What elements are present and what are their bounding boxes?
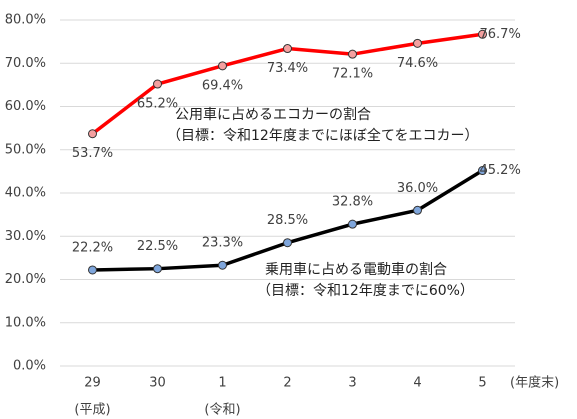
series-annotation: 公用車に占めるエコカーの割合 [175,106,371,123]
point [218,260,227,270]
point [88,265,97,275]
data-label: 74.6% [397,56,438,71]
y-tick-label: 10.0% [5,315,46,330]
series-target: （目標：令和12年度までにほぼ全てをエコカー） [167,127,479,144]
y-tick-label: 0.0% [13,359,46,374]
x-tick-label: 29 [84,376,101,391]
data-label: 23.3% [202,236,243,251]
x-tick-label: 2 [283,376,291,391]
x-sublabel: (平成) [74,403,110,418]
x-sublabel: (令和) [204,403,240,418]
data-label: 45.2% [480,163,521,178]
point [88,129,97,139]
data-label: 73.4% [267,61,308,76]
data-label: 72.1% [332,67,373,82]
point [478,166,487,176]
series-target: （目標：令和12年度までに60%） [257,283,474,299]
x-tick-label: 5 [478,376,486,391]
data-label: 22.2% [72,240,113,255]
data-label: 76.7% [480,27,521,42]
data-label: 28.5% [267,213,308,228]
point [413,205,422,215]
point [348,49,357,59]
point [218,61,227,71]
point [153,264,162,274]
point [413,38,422,48]
x-tick-label: 4 [413,376,421,391]
point [478,29,487,39]
x-tick-label: 1 [218,376,226,391]
point [283,44,292,54]
y-tick-label: 30.0% [5,229,46,244]
data-label: 32.8% [332,195,373,210]
point [283,238,292,248]
point [348,219,357,229]
data-label: 69.4% [202,78,243,93]
data-label: 65.2% [137,97,178,112]
point [153,79,162,89]
x-axis-label: (年度末) [510,375,559,391]
y-tick-label: 60.0% [5,99,46,114]
series-annotation: 乗用車に占める電動車の割合 [265,261,447,278]
data-label: 53.7% [72,146,113,161]
data-label: 36.0% [397,181,438,196]
data-label: 22.5% [137,239,178,254]
x-tick-label: 3 [348,376,356,391]
y-tick-label: 50.0% [5,142,46,157]
y-tick-label: 20.0% [5,272,46,287]
y-tick-label: 70.0% [5,56,46,71]
x-tick-label: 30 [149,376,166,391]
y-tick-label: 80.0% [5,13,46,28]
y-tick-label: 40.0% [5,186,46,201]
